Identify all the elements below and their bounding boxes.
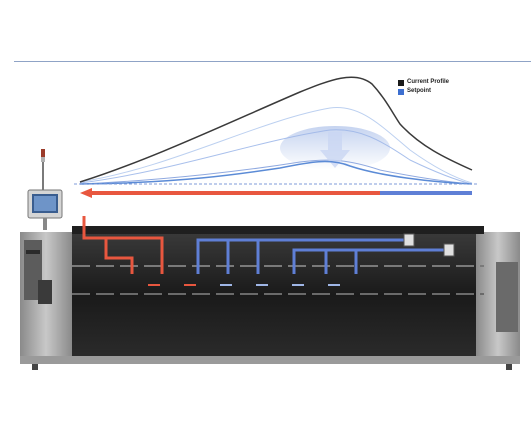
legend: Current Profile Setpoint bbox=[398, 78, 449, 96]
oven-foot-right bbox=[506, 364, 512, 370]
oven-left-panel bbox=[24, 240, 42, 300]
cooling-zone-lines bbox=[196, 238, 448, 274]
conveyor-cooling-segment bbox=[380, 191, 472, 195]
setpoint-curve bbox=[79, 160, 473, 185]
legend-label-setpoint: Setpoint bbox=[407, 88, 431, 94]
sensor-boxes bbox=[403, 233, 455, 257]
legend-item-current-profile: Current Profile bbox=[398, 78, 449, 87]
heating-zone-lines bbox=[82, 216, 164, 274]
conveyor-heating-segment bbox=[90, 191, 380, 195]
reflow-oven-icon bbox=[20, 226, 520, 370]
oven-control-box bbox=[38, 280, 52, 304]
current-profile-curve bbox=[79, 76, 473, 183]
setpoint-envelope-outer bbox=[79, 107, 473, 184]
legend-swatch-current-profile bbox=[398, 79, 404, 86]
conveyor-arrowhead-icon bbox=[80, 188, 92, 198]
signal-tower-icon bbox=[41, 149, 45, 190]
setpoint-envelope-inner bbox=[79, 159, 473, 185]
sensor-box-1 bbox=[403, 233, 415, 247]
header-divider bbox=[14, 61, 531, 62]
legend-label-current-profile: Current Profile bbox=[407, 79, 450, 85]
oven-right-panel bbox=[496, 262, 518, 332]
heater-marks bbox=[148, 284, 340, 286]
sensor-box-2 bbox=[443, 243, 455, 257]
oven-base bbox=[20, 356, 520, 364]
oven-top-cover bbox=[72, 226, 484, 234]
profile-curves bbox=[74, 76, 478, 185]
control-monitor-icon bbox=[27, 189, 63, 230]
down-arrow-icon bbox=[320, 132, 350, 168]
oven-foot-left bbox=[32, 364, 38, 370]
conveyor-bar bbox=[80, 188, 472, 198]
oven-handle bbox=[26, 250, 40, 254]
legend-swatch-setpoint bbox=[398, 88, 404, 95]
legend-item-setpoint: Setpoint bbox=[398, 87, 449, 96]
